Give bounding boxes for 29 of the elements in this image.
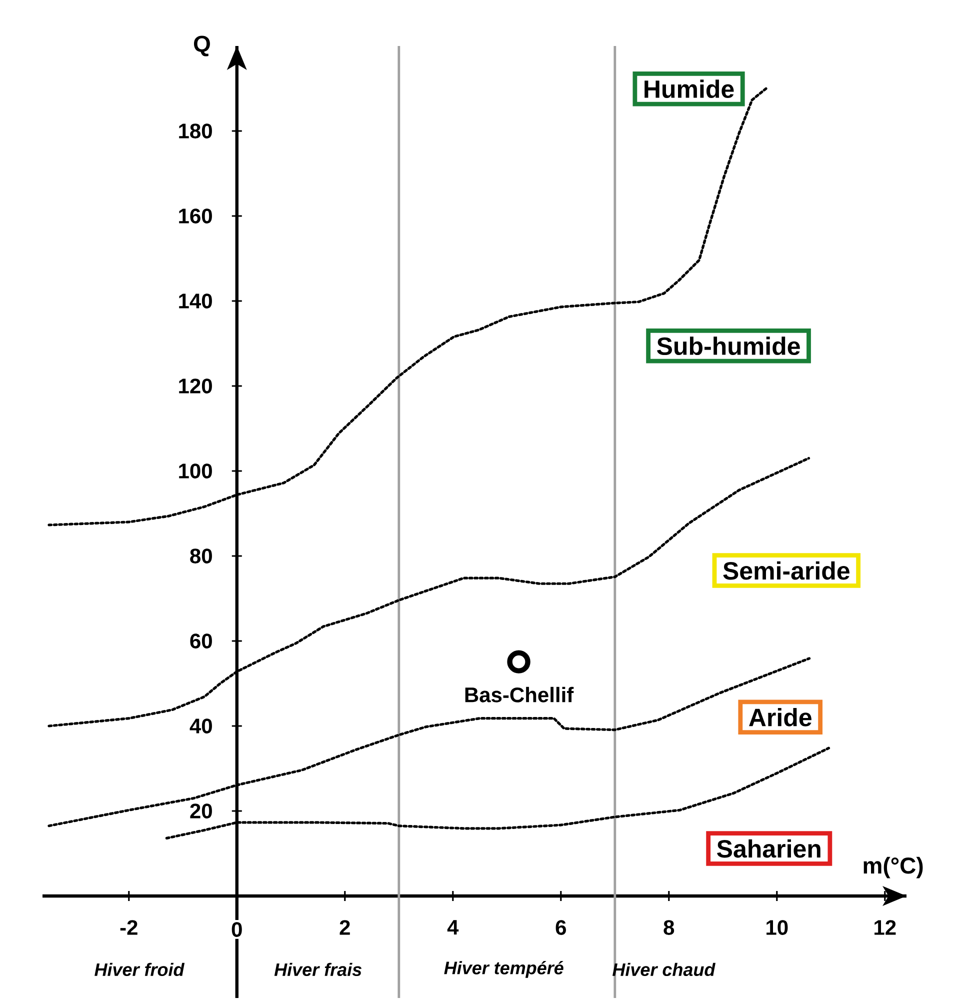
x-tick-label: 0 <box>232 922 242 937</box>
x-tick-label: 8 <box>664 920 674 935</box>
y-tick-label: 140 <box>179 294 212 308</box>
y-tick-label: 100 <box>179 464 212 478</box>
x-tick-label: 10 <box>766 920 788 935</box>
x-tick-label: 4 <box>447 920 459 935</box>
annotation: Semi-aride <box>723 561 850 580</box>
x-tick-label: 12 <box>874 920 896 935</box>
annotation: Hiver tempéré <box>444 960 564 978</box>
y-tick-label: 40 <box>190 718 212 734</box>
annotation: Humide <box>644 80 734 98</box>
y-axis-title: Q <box>194 36 210 56</box>
annotation: Hiver chaud <box>612 962 716 976</box>
annotation: Saharien <box>717 839 820 858</box>
x-axis-title: m(°C) <box>864 856 923 878</box>
x-tick-label: 2 <box>340 920 350 935</box>
x-tick-label: -2 <box>120 920 138 935</box>
y-tick-label: 80 <box>190 548 212 564</box>
annotation: Sub-humide <box>657 336 800 356</box>
y-tick-label: 20 <box>190 804 212 818</box>
annotation: Aride <box>749 708 812 726</box>
y-tick-label: 120 <box>179 378 212 394</box>
x-tick-label: 6 <box>556 920 566 935</box>
y-tick-label: 180 <box>179 124 212 138</box>
y-tick-label: 160 <box>179 208 212 224</box>
annotation: Hiver froid <box>94 962 185 976</box>
y-tick-label: 60 <box>190 634 212 648</box>
annotation: Hiver frais <box>274 962 362 976</box>
series-label: Bas-Chellif <box>465 686 574 702</box>
